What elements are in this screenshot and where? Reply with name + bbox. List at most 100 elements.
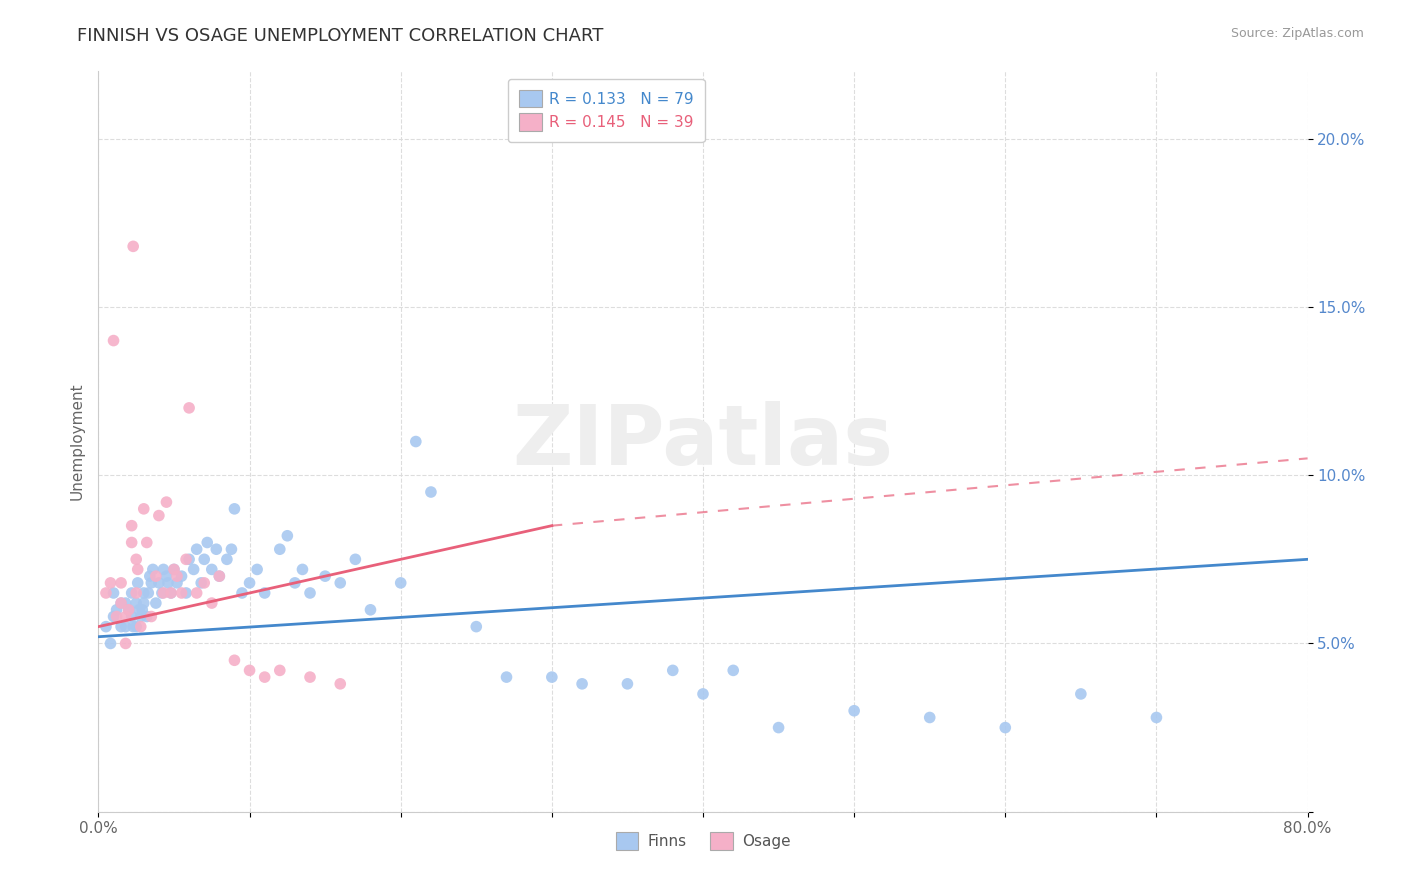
Point — [135, 609, 157, 624]
Point — [201, 596, 224, 610]
Point — [155, 569, 177, 583]
Point — [231, 586, 253, 600]
Point — [299, 586, 322, 600]
Point — [110, 575, 132, 590]
Point — [118, 603, 141, 617]
Point — [616, 677, 638, 691]
Point — [344, 552, 367, 566]
Point — [170, 569, 193, 583]
Point — [125, 596, 148, 610]
Point — [540, 670, 562, 684]
Point — [118, 603, 141, 617]
Point — [768, 721, 790, 735]
Point — [160, 586, 183, 600]
Point — [122, 239, 145, 253]
Point — [114, 596, 136, 610]
Text: ZIPatlas: ZIPatlas — [513, 401, 893, 482]
Point — [128, 603, 150, 617]
Point — [105, 603, 128, 617]
Point — [100, 636, 122, 650]
Point — [329, 677, 352, 691]
Point — [201, 562, 224, 576]
Point — [132, 586, 155, 600]
Point — [571, 677, 593, 691]
Legend: Finns, Osage: Finns, Osage — [609, 826, 797, 856]
Point — [141, 575, 163, 590]
Point — [208, 569, 231, 583]
Point — [360, 603, 382, 617]
Point — [205, 542, 228, 557]
Point — [155, 495, 177, 509]
Point — [150, 586, 173, 600]
Text: Source: ZipAtlas.com: Source: ZipAtlas.com — [1230, 27, 1364, 40]
Point — [125, 586, 148, 600]
Point — [129, 619, 152, 633]
Point — [221, 542, 243, 557]
Point — [110, 596, 132, 610]
Point — [253, 670, 276, 684]
Point — [692, 687, 714, 701]
Point — [174, 586, 197, 600]
Point — [994, 721, 1017, 735]
Point — [148, 508, 170, 523]
Y-axis label: Unemployment: Unemployment — [69, 383, 84, 500]
Point — [148, 575, 170, 590]
Point — [139, 569, 162, 583]
Point — [135, 535, 157, 549]
Point — [239, 664, 262, 678]
Point — [195, 535, 218, 549]
Point — [495, 670, 517, 684]
Point — [110, 619, 132, 633]
Point — [152, 586, 174, 600]
Point — [186, 586, 208, 600]
Point — [122, 619, 145, 633]
Point — [269, 542, 291, 557]
Point — [125, 619, 148, 633]
Point — [160, 586, 183, 600]
Point — [114, 636, 136, 650]
Point — [253, 586, 276, 600]
Point — [918, 710, 941, 724]
Point — [141, 609, 163, 624]
Point — [179, 552, 201, 566]
Point — [142, 562, 165, 576]
Point — [844, 704, 866, 718]
Point — [284, 575, 307, 590]
Point — [121, 609, 143, 624]
Point — [224, 653, 246, 667]
Point — [246, 562, 269, 576]
Point — [190, 575, 212, 590]
Point — [661, 664, 683, 678]
Point — [100, 575, 122, 590]
Point — [420, 485, 443, 500]
Point — [127, 575, 149, 590]
Point — [186, 542, 208, 557]
Point — [145, 569, 167, 583]
Point — [121, 518, 143, 533]
Point — [276, 529, 298, 543]
Point — [129, 609, 152, 624]
Point — [103, 586, 125, 600]
Point — [224, 501, 246, 516]
Point — [166, 569, 188, 583]
Point — [163, 562, 186, 576]
Point — [94, 586, 117, 600]
Point — [94, 619, 117, 633]
Point — [215, 552, 238, 566]
Point — [136, 586, 159, 600]
Point — [121, 535, 143, 549]
Text: FINNISH VS OSAGE UNEMPLOYMENT CORRELATION CHART: FINNISH VS OSAGE UNEMPLOYMENT CORRELATIO… — [77, 27, 603, 45]
Point — [723, 664, 745, 678]
Point — [174, 552, 197, 566]
Point — [131, 603, 153, 617]
Point — [269, 664, 291, 678]
Point — [145, 596, 167, 610]
Point — [127, 562, 149, 576]
Point — [103, 609, 125, 624]
Point — [193, 552, 215, 566]
Point — [170, 586, 193, 600]
Point — [132, 501, 155, 516]
Point — [114, 609, 136, 624]
Point — [110, 596, 132, 610]
Point — [1144, 710, 1167, 724]
